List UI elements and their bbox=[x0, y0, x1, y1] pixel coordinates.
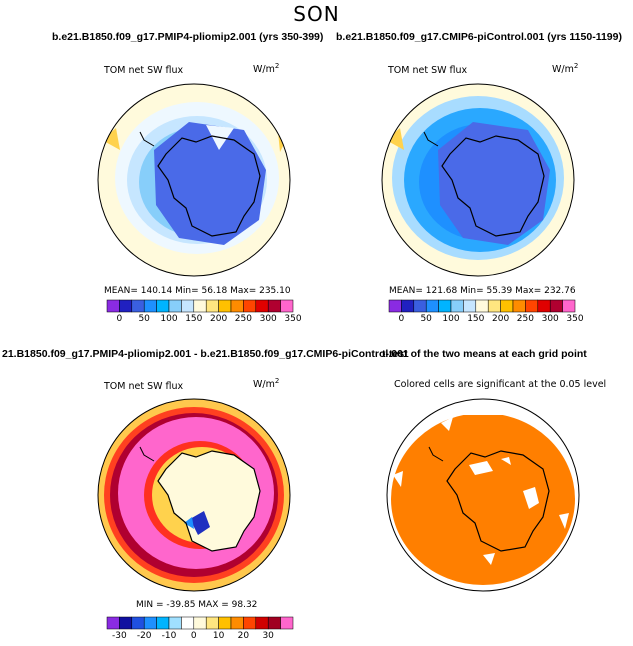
colorbar-cell bbox=[488, 300, 500, 312]
season-title: SON bbox=[0, 2, 633, 26]
colorbar-cell bbox=[401, 300, 413, 312]
colorbar-tick-label: 300 bbox=[538, 314, 562, 324]
colorbar-cell bbox=[132, 300, 144, 312]
colorbar-cell bbox=[219, 617, 231, 629]
colorbar-cell bbox=[194, 300, 206, 312]
colorbar-top-left bbox=[107, 300, 293, 312]
colorbar-cell bbox=[181, 617, 193, 629]
colorbar-bottom-left bbox=[107, 617, 293, 629]
map-pliomip2 bbox=[94, 80, 294, 280]
colorbar-cell bbox=[550, 300, 562, 312]
colorbar-cell bbox=[256, 617, 268, 629]
colorbar-tick-label: 100 bbox=[157, 314, 181, 324]
colorbar-tick-label: -30 bbox=[107, 631, 131, 641]
colorbar-cell bbox=[206, 617, 218, 629]
map-difference bbox=[94, 395, 294, 595]
colorbar-cell bbox=[281, 617, 293, 629]
colorbar-cell bbox=[451, 300, 463, 312]
colorbar-cell bbox=[119, 300, 131, 312]
colorbar-tick-label: 250 bbox=[231, 314, 255, 324]
top-left-stats: MEAN= 140.14 Min= 56.18 Max= 235.10 bbox=[104, 286, 291, 296]
colorbar-cell bbox=[157, 617, 169, 629]
colorbar-cell bbox=[513, 300, 525, 312]
colorbar-top-right bbox=[389, 300, 575, 312]
colorbar-cell bbox=[206, 300, 218, 312]
colorbar-top-left-labels: 0 50 100 150 200 250 300 350 bbox=[107, 314, 293, 326]
colorbar-tick-label: 50 bbox=[132, 314, 156, 324]
colorbar-tick-label: 150 bbox=[182, 314, 206, 324]
colorbar-cell bbox=[525, 300, 537, 312]
colorbar-cell bbox=[414, 300, 426, 312]
colorbar-cell bbox=[107, 300, 119, 312]
colorbar-cell bbox=[538, 300, 550, 312]
colorbar-tick-label: 200 bbox=[489, 314, 513, 324]
colorbar-cell bbox=[132, 617, 144, 629]
bottom-left-field-label: TOM net SW flux bbox=[104, 381, 183, 392]
colorbar-cell bbox=[268, 300, 280, 312]
colorbar-cell bbox=[107, 617, 119, 629]
colorbar-cell bbox=[231, 300, 243, 312]
colorbar-cell bbox=[169, 617, 181, 629]
map-picontrol bbox=[378, 80, 578, 280]
significance-note: Colored cells are significant at the 0.0… bbox=[394, 379, 606, 390]
colorbar-tick-label: 250 bbox=[513, 314, 537, 324]
colorbar-tick-label: -20 bbox=[132, 631, 156, 641]
map-ttest bbox=[383, 395, 583, 595]
colorbar-cell bbox=[169, 300, 181, 312]
colorbar-tick-label: -10 bbox=[157, 631, 181, 641]
top-left-header: b.e21.B1850.f09_g17.PMIP4-pliomip2.001 (… bbox=[52, 31, 323, 43]
colorbar-cell bbox=[194, 617, 206, 629]
top-left-units: W/m2 bbox=[253, 62, 279, 75]
colorbar-cell bbox=[439, 300, 451, 312]
colorbar-cell bbox=[119, 617, 131, 629]
colorbar-tick-label: 30 bbox=[256, 631, 280, 641]
colorbar-cell bbox=[219, 300, 231, 312]
colorbar-cell bbox=[426, 300, 438, 312]
top-right-units: W/m2 bbox=[552, 62, 578, 75]
top-right-header: b.e21.B1850.f09_g17.CMIP6-piControl.001 … bbox=[336, 31, 622, 43]
bottom-left-units: W/m2 bbox=[253, 377, 279, 390]
colorbar-cell bbox=[243, 300, 255, 312]
colorbar-bottom-left-labels: -30 -20 -10 0 10 20 30 bbox=[107, 631, 293, 643]
top-right-field-label: TOM net SW flux bbox=[388, 65, 467, 76]
bottom-left-header: 21.B1850.f09_g17.PMIP4-pliomip2.001 - b.… bbox=[2, 348, 409, 360]
colorbar-cell bbox=[476, 300, 488, 312]
colorbar-cell bbox=[268, 617, 280, 629]
colorbar-top-right-labels: 0 50 100 150 200 250 300 350 bbox=[389, 314, 575, 326]
colorbar-tick-label: 10 bbox=[207, 631, 231, 641]
top-right-stats: MEAN= 121.68 Min= 55.39 Max= 232.76 bbox=[389, 286, 576, 296]
bottom-left-stats: MIN = -39.85 MAX = 98.32 bbox=[136, 600, 257, 610]
colorbar-cell bbox=[463, 300, 475, 312]
colorbar-cell bbox=[181, 300, 193, 312]
colorbar-cell bbox=[501, 300, 513, 312]
colorbar-tick-label: 350 bbox=[281, 314, 305, 324]
colorbar-tick-label: 0 bbox=[389, 314, 413, 324]
colorbar-cell bbox=[144, 300, 156, 312]
colorbar-cell bbox=[563, 300, 575, 312]
colorbar-tick-label: 0 bbox=[107, 314, 131, 324]
colorbar-cell bbox=[389, 300, 401, 312]
colorbar-tick-label: 350 bbox=[563, 314, 587, 324]
colorbar-cell bbox=[256, 300, 268, 312]
colorbar-cell bbox=[281, 300, 293, 312]
colorbar-tick-label: 100 bbox=[439, 314, 463, 324]
colorbar-tick-label: 200 bbox=[207, 314, 231, 324]
colorbar-tick-label: 50 bbox=[414, 314, 438, 324]
colorbar-cell bbox=[157, 300, 169, 312]
colorbar-tick-label: 20 bbox=[231, 631, 255, 641]
colorbar-cell bbox=[243, 617, 255, 629]
colorbar-tick-label: 300 bbox=[256, 314, 280, 324]
colorbar-tick-label: 0 bbox=[182, 631, 206, 641]
bottom-right-header: t-test of the two means at each grid poi… bbox=[382, 348, 587, 360]
colorbar-tick-label: 150 bbox=[464, 314, 488, 324]
colorbar-cell bbox=[231, 617, 243, 629]
top-left-field-label: TOM net SW flux bbox=[104, 65, 183, 76]
colorbar-cell bbox=[144, 617, 156, 629]
